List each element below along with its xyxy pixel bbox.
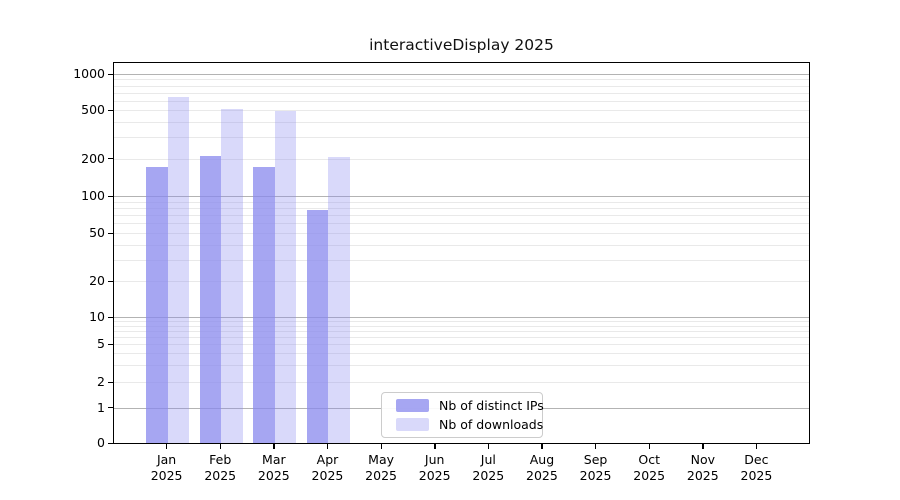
gridline-minor-20	[114, 281, 809, 282]
x-tick-mark-apr	[326, 444, 329, 449]
gridline-minor-6	[114, 336, 809, 338]
x-tick-mark-sep	[595, 444, 597, 449]
y-tick-mark-10	[108, 316, 113, 318]
gridline-minor-60	[114, 223, 809, 225]
gridline-minor-300	[114, 137, 809, 139]
y-tick-label-1: 1	[97, 399, 105, 415]
gridline-minor-80	[114, 207, 809, 209]
plot-area	[113, 62, 810, 444]
x-tick-label-oct: Oct 2025	[633, 452, 666, 483]
gridline-minor-700	[114, 92, 809, 94]
x-tick-label-nov: Nov 2025	[686, 452, 719, 483]
y-tick-label-200: 200	[81, 150, 105, 166]
y-tick-mark-0	[108, 442, 113, 444]
x-tick-label-dec: Dec 2025	[740, 452, 773, 483]
gridline-minor-400	[114, 121, 809, 123]
legend-item-downloads: Nb of downloads	[390, 417, 543, 432]
gridline-minor-600	[114, 100, 809, 102]
gridline-minor-9	[114, 321, 809, 323]
y-tick-label-20: 20	[89, 273, 105, 288]
x-tick-label-feb: Feb 2025	[204, 452, 237, 483]
x-tick-mark-nov	[702, 444, 704, 449]
x-tick-mark-feb	[219, 444, 222, 449]
gridline-minor-40	[114, 244, 809, 246]
gridline-minor-8	[114, 325, 809, 327]
y-tick-mark-50	[108, 232, 113, 234]
y-tick-label-100: 100	[81, 188, 105, 203]
x-tick-mark-oct	[648, 444, 651, 449]
x-tick-mark-may	[380, 444, 382, 449]
y-tick-mark-5	[108, 343, 113, 345]
y-tick-mark-500	[108, 109, 113, 111]
legend-swatch-downloads	[396, 418, 429, 431]
bar-nb-of-distinct-ips-apr	[306, 209, 329, 443]
x-tick-mark-dec	[755, 444, 758, 449]
x-tick-label-jul: Jul 2025	[472, 452, 505, 483]
bar-nb-of-distinct-ips-jan	[146, 167, 168, 443]
chart-title: interactiveDisplay 2025	[369, 36, 554, 54]
legend: Nb of distinct IPs Nb of downloads	[381, 392, 544, 438]
gridline-minor-5	[114, 344, 809, 345]
legend-swatch-distinct-ips	[396, 399, 429, 412]
x-tick-mark-jul	[487, 444, 490, 449]
gridline-minor-90	[114, 201, 809, 203]
y-tick-mark-200	[108, 158, 113, 160]
legend-label: Nb of distinct IPs	[439, 398, 544, 413]
bar-nb-of-downloads-jan	[167, 97, 190, 443]
x-tick-label-aug: Aug 2025	[526, 452, 558, 483]
gridline-minor-200	[114, 158, 809, 160]
bar-nb-of-downloads-feb	[221, 109, 243, 443]
gridline-major-100	[114, 196, 809, 197]
gridline-minor-500	[114, 110, 809, 111]
y-tick-mark-20	[108, 280, 113, 282]
y-tick-label-10: 10	[89, 309, 105, 324]
y-tick-label-0: 0	[97, 435, 105, 450]
y-tick-label-5: 5	[97, 336, 105, 351]
gridline-minor-800	[114, 85, 809, 87]
legend-item-distinct-ips: Nb of distinct IPs	[390, 398, 544, 413]
x-tick-label-mar: Mar 2025	[257, 452, 290, 483]
gridline-minor-900	[114, 79, 809, 81]
x-tick-label-jan: Jan 2025	[150, 452, 183, 483]
gridline-minor-50	[114, 233, 809, 234]
x-tick-label-jun: Jun 2025	[418, 452, 451, 483]
gridline-minor-4	[114, 353, 809, 355]
x-tick-label-may: May 2025	[365, 452, 397, 483]
x-tick-mark-jan	[166, 444, 168, 449]
legend-label: Nb of downloads	[439, 417, 544, 432]
gridline-minor-70	[114, 215, 809, 217]
x-tick-label-apr: Apr 2025	[311, 452, 344, 483]
y-tick-label-500: 500	[81, 102, 105, 117]
gridline-minor-3	[114, 365, 809, 367]
bar-nb-of-distinct-ips-mar	[253, 166, 275, 443]
gridline-major-10	[114, 317, 809, 318]
y-tick-label-2: 2	[97, 374, 105, 389]
bar-nb-of-distinct-ips-feb	[199, 155, 222, 443]
gridline-major-1000	[114, 74, 809, 75]
bar-nb-of-downloads-apr	[328, 157, 350, 443]
x-tick-label-sep: Sep 2025	[579, 452, 612, 483]
x-tick-mark-aug	[541, 444, 543, 449]
bar-nb-of-downloads-mar	[274, 110, 297, 443]
y-tick-mark-100	[108, 195, 113, 197]
x-tick-mark-mar	[273, 444, 275, 449]
y-tick-mark-1000	[108, 73, 113, 75]
y-tick-label-1000: 1000	[73, 66, 105, 81]
y-tick-mark-2	[108, 381, 113, 383]
gridline-minor-2	[114, 382, 809, 383]
y-tick-label-50: 50	[89, 225, 105, 240]
x-tick-mark-jun	[434, 444, 436, 449]
gridline-minor-30	[114, 259, 809, 261]
gridline-minor-7	[114, 330, 809, 332]
y-tick-mark-1	[108, 407, 113, 409]
